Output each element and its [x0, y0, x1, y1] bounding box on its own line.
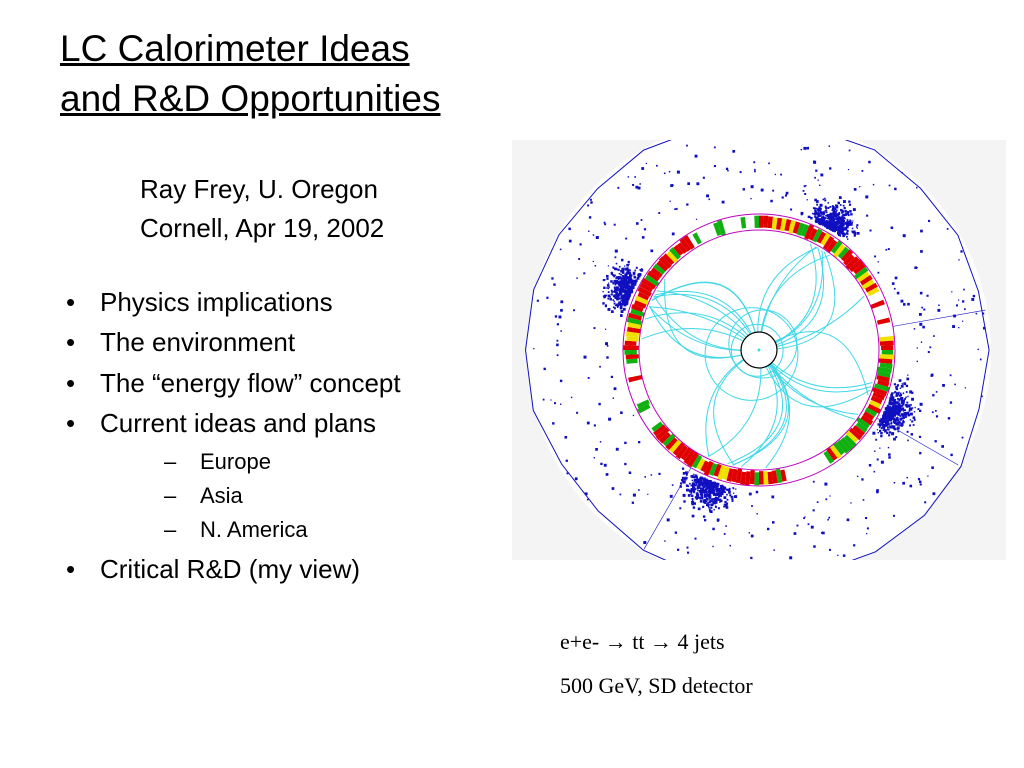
- author-block: Ray Frey, U. Oregon Cornell, Apr 19, 200…: [60, 170, 490, 248]
- slide-title: LC Calorimeter Ideas and R&D Opportuniti…: [60, 24, 440, 124]
- bullet-list: Physics implications The environment The…: [60, 282, 490, 590]
- bullet-item: The environment: [60, 322, 490, 362]
- bullet-item: The “energy flow” concept: [60, 363, 490, 403]
- bullet-text: Critical R&D (my view): [100, 554, 360, 584]
- caption-line-1: e+e- → tt → 4 jets: [560, 620, 753, 664]
- sub-bullet-text: N. America: [200, 517, 308, 542]
- sub-bullet-item: Europe: [100, 445, 490, 479]
- figure-caption: e+e- → tt → 4 jets 500 GeV, SD detector: [560, 620, 753, 708]
- detector-svg: [512, 140, 1006, 560]
- title-line-1: LC Calorimeter Ideas: [60, 28, 410, 69]
- caption-line-2: 500 GeV, SD detector: [560, 664, 753, 708]
- slide: LC Calorimeter Ideas and R&D Opportuniti…: [0, 0, 1024, 768]
- sub-bullet-text: Asia: [200, 483, 243, 508]
- sub-bullet-list: Europe Asia N. America: [100, 445, 490, 547]
- title-line-2: and R&D Opportunities: [60, 78, 440, 119]
- bullet-item: Critical R&D (my view): [60, 549, 490, 589]
- bullet-text: The “energy flow” concept: [100, 368, 401, 398]
- author-name: Ray Frey, U. Oregon: [140, 170, 490, 209]
- author-venue: Cornell, Apr 19, 2002: [140, 209, 490, 248]
- sub-bullet-text: Europe: [200, 449, 271, 474]
- left-column: Ray Frey, U. Oregon Cornell, Apr 19, 200…: [60, 170, 490, 590]
- sub-bullet-item: Asia: [100, 479, 490, 513]
- bullet-item: Current ideas and plans Europe Asia N. A…: [60, 403, 490, 548]
- bullet-text: The environment: [100, 327, 295, 357]
- bullet-text: Physics implications: [100, 287, 333, 317]
- sub-bullet-item: N. America: [100, 513, 490, 547]
- bullet-item: Physics implications: [60, 282, 490, 322]
- bullet-text: Current ideas and plans: [100, 408, 376, 438]
- detector-event-display: [512, 140, 1006, 560]
